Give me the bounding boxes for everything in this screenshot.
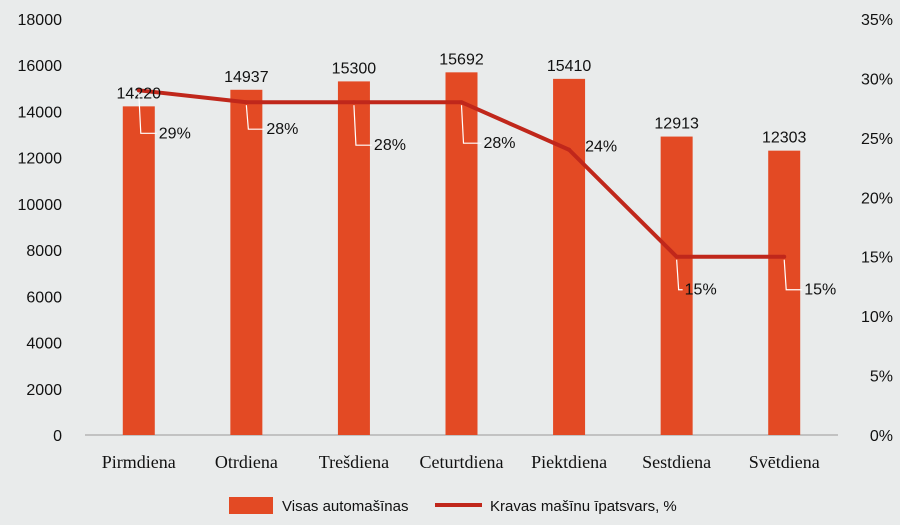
x-tick-label: Sestdiena bbox=[642, 452, 711, 472]
x-tick-label: Ceturtdiena bbox=[420, 452, 504, 472]
bar-data-label: 12913 bbox=[654, 116, 699, 133]
y-left-tick-label: 10000 bbox=[18, 197, 63, 214]
bar bbox=[230, 89, 263, 435]
y-left-tick-label: 4000 bbox=[26, 336, 62, 353]
line-point bbox=[244, 100, 249, 105]
bar bbox=[122, 106, 155, 436]
legend-bar-label: Visas automašīnas bbox=[282, 498, 408, 515]
bar bbox=[445, 72, 478, 435]
bar bbox=[337, 81, 370, 436]
y-right-tick-label: 30% bbox=[861, 71, 893, 88]
y-right-tick-label: 25% bbox=[861, 131, 893, 148]
y-left-tick-label: 16000 bbox=[18, 58, 63, 75]
y-left-tick-label: 6000 bbox=[26, 289, 62, 306]
line-data-label: 15% bbox=[804, 282, 836, 299]
bar-data-label: 15410 bbox=[547, 58, 592, 75]
line-data-label: 28% bbox=[374, 137, 406, 154]
y-right-tick-label: 15% bbox=[861, 250, 893, 267]
legend-bar-swatch bbox=[229, 497, 273, 514]
leader-line bbox=[245, 105, 265, 130]
line-data-label: 24% bbox=[585, 139, 617, 156]
x-tick-label: Pirmdiena bbox=[102, 452, 176, 472]
leader-line bbox=[138, 93, 157, 134]
line-data-label: 29% bbox=[159, 125, 191, 142]
y-left-tick-label: 2000 bbox=[26, 382, 62, 399]
y-left-tick-label: 18000 bbox=[18, 12, 63, 29]
line-point bbox=[567, 147, 572, 152]
x-tick-label: Otrdiena bbox=[215, 452, 278, 472]
leader-line bbox=[783, 259, 803, 291]
line-point bbox=[782, 254, 787, 259]
bar-data-label: 15692 bbox=[439, 51, 484, 68]
bar-data-label: 12303 bbox=[762, 130, 807, 147]
x-tick-label: Trešdiena bbox=[319, 452, 389, 472]
bar-series bbox=[122, 72, 801, 436]
y-left-tick-label: 14000 bbox=[18, 104, 63, 121]
line-point bbox=[136, 88, 141, 93]
line-series bbox=[136, 88, 787, 259]
line-data-label: 28% bbox=[266, 121, 298, 138]
line-point bbox=[351, 100, 356, 105]
legend: Visas automašīnas Kravas mašīnu īpatsvars… bbox=[229, 497, 677, 515]
line-point bbox=[459, 100, 464, 105]
line-data-label: 28% bbox=[484, 135, 516, 152]
line-data-label: 15% bbox=[685, 282, 717, 299]
bar-data-label: 14937 bbox=[224, 69, 269, 86]
y-right-tick-label: 20% bbox=[861, 190, 893, 207]
axes: 0 2000 4000 6000 8000 10000 12000 14000 16000 180… bbox=[18, 12, 894, 472]
y-right-tick-label: 35% bbox=[861, 12, 893, 29]
bar-data-label: 15300 bbox=[332, 60, 377, 77]
y-left-tick-label: 0 bbox=[53, 428, 62, 445]
leader-line bbox=[676, 259, 683, 291]
bar bbox=[553, 78, 586, 435]
y-left-tick-label: 12000 bbox=[18, 151, 63, 168]
y-left-tick-label: 8000 bbox=[26, 243, 62, 260]
line-point bbox=[674, 254, 679, 259]
bar bbox=[768, 150, 801, 435]
legend-line-label: Kravas mašīnu īpatsvars, % bbox=[490, 498, 677, 515]
bar bbox=[660, 136, 693, 435]
x-tick-label: Svētdiena bbox=[749, 452, 820, 472]
y-right-tick-label: 10% bbox=[861, 309, 893, 326]
y-right-tick-label: 5% bbox=[870, 369, 893, 386]
leader-line bbox=[460, 105, 482, 144]
y-right-tick-label: 0% bbox=[870, 428, 893, 445]
leader-line bbox=[353, 105, 372, 146]
x-tick-label: Piektdiena bbox=[531, 452, 607, 472]
